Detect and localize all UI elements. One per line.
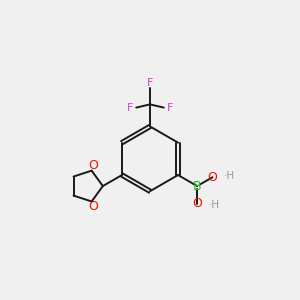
- Text: ·H: ·H: [209, 200, 220, 210]
- Text: B: B: [193, 180, 202, 193]
- Text: O: O: [208, 171, 218, 184]
- Text: O: O: [192, 197, 202, 210]
- Text: F: F: [167, 103, 173, 112]
- Text: ·H: ·H: [224, 171, 236, 181]
- Text: F: F: [127, 103, 134, 112]
- Text: O: O: [88, 159, 98, 172]
- Text: O: O: [88, 200, 98, 213]
- Text: F: F: [147, 78, 153, 88]
